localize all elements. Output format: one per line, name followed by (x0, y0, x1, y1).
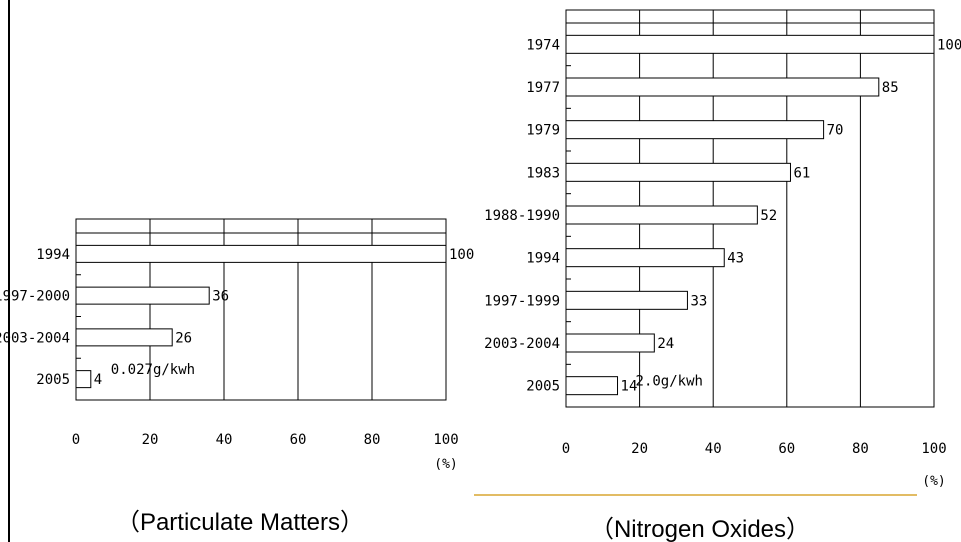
pm-bar (75, 370, 92, 389)
pm-tick-label: 80 (364, 432, 381, 448)
nox-category-label: 2005 (526, 379, 560, 395)
pm-bar (75, 286, 210, 305)
pm-tick-labels: 0 20 40 60 80 100 (72, 432, 459, 448)
nox-bar (565, 376, 619, 396)
nox-bar (565, 248, 725, 268)
nox-chart: 1974 1977 1979 1983 1988-1990 1994 1997-1999 20… (474, 9, 961, 542)
pm-tick-label: 0 (72, 432, 80, 448)
pm-category-label: 1994 (36, 247, 70, 263)
nox-data-label: 100 (937, 37, 961, 53)
nox-data-label: 52 (760, 208, 777, 224)
pm-chart: 1994 1997-2000 2003-2004 2005 100 36 26 4 0 20 4… (0, 218, 474, 536)
nox-bar (565, 162, 791, 182)
pm-category-label: 1997-2000 (0, 289, 70, 305)
pm-tick-label: 20 (142, 432, 159, 448)
nox-category-label: 1979 (526, 123, 560, 139)
nox-data-label: 24 (657, 336, 674, 352)
nox-tick-label: 0 (562, 441, 570, 457)
pm-data-label: 36 (212, 289, 229, 305)
nox-chart-title: （Nitrogen Oxides） (590, 516, 810, 542)
nox-category-label: 1997-1999 (484, 293, 560, 309)
nox-tick-label: 100 (921, 441, 946, 457)
pm-tick-label: 60 (290, 432, 307, 448)
nox-tick-label: 80 (852, 441, 869, 457)
nox-category-label: 1994 (526, 251, 560, 267)
nox-category-labels: 1974 1977 1979 1983 1988-1990 1994 1997-1999 20… (484, 37, 560, 394)
pm-chart-title: （Particulate Matters） (116, 509, 364, 536)
nox-category-label: 1974 (526, 37, 560, 53)
nox-tick-label: 60 (778, 441, 795, 457)
nox-category-label: 1988-1990 (484, 208, 560, 224)
pm-unit-label: (%) (434, 457, 457, 472)
nox-tick-labels: 0 20 40 60 80 100 (562, 441, 947, 457)
nox-bars (565, 34, 935, 396)
nox-data-label: 85 (882, 80, 899, 96)
nox-data-label: 14 (621, 379, 638, 395)
pm-data-label: 26 (175, 330, 192, 346)
nox-data-label: 43 (727, 251, 744, 267)
pm-tick-label: 40 (216, 432, 233, 448)
pm-bar (75, 328, 173, 347)
nox-bar (565, 290, 688, 310)
nox-bar (565, 77, 880, 97)
pm-plot-frame (75, 218, 447, 401)
pm-bar (75, 244, 447, 263)
pm-category-labels: 1994 1997-2000 2003-2004 2005 (0, 247, 70, 388)
nox-category-label: 1977 (526, 80, 560, 96)
nox-bar (565, 333, 655, 353)
nox-data-label: 70 (827, 123, 844, 139)
nox-bar (565, 120, 825, 140)
pm-data-label: 4 (94, 372, 102, 388)
nox-category-label: 1983 (526, 165, 560, 181)
nox-tick-label: 40 (705, 441, 722, 457)
nox-annotation: 2.0g/kwh (636, 374, 703, 390)
nox-category-label: 2003-2004 (484, 336, 560, 352)
pm-tick-label: 100 (433, 432, 458, 448)
pm-category-label: 2003-2004 (0, 330, 70, 346)
pm-data-labels: 100 36 26 4 (94, 247, 474, 388)
nox-bar (565, 205, 758, 225)
nox-tick-label: 20 (631, 441, 648, 457)
nox-data-labels: 100 85 70 61 52 43 33 24 14 (621, 37, 961, 394)
pm-data-label: 100 (449, 247, 474, 263)
nox-data-label: 61 (793, 165, 810, 181)
pm-bars (75, 244, 447, 389)
nox-bar (565, 34, 935, 54)
nox-data-label: 33 (690, 293, 707, 309)
nox-unit-label: (%) (922, 474, 945, 489)
pm-category-label: 2005 (36, 372, 70, 388)
pm-annotation: 0.027g/kwh (111, 362, 195, 378)
